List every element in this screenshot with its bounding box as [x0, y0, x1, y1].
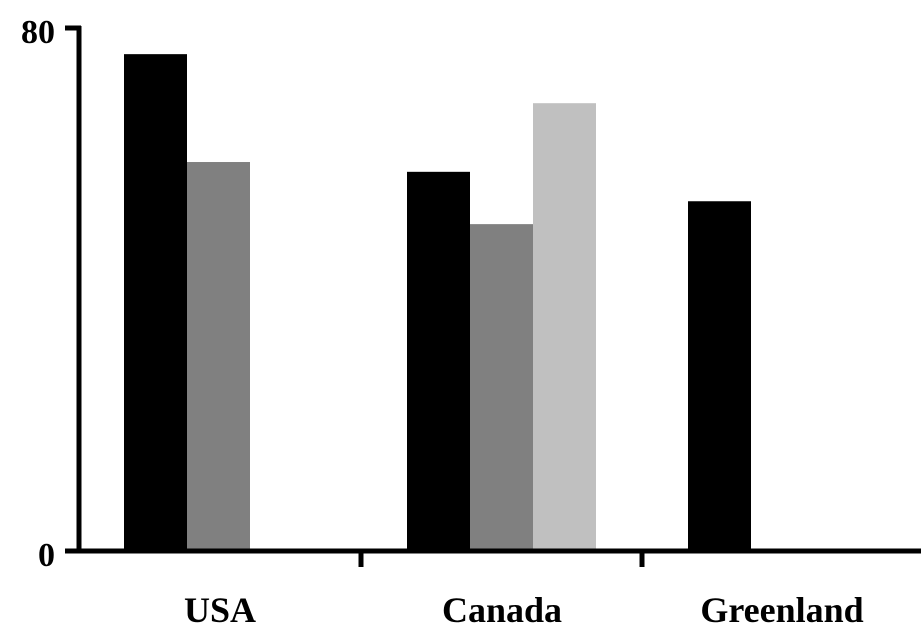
y-tick-label-bottom: 0	[38, 537, 55, 574]
x-tick-label-greenland: Greenland	[700, 590, 863, 630]
bar-canada-series-1	[407, 171, 470, 551]
y-tick-label-top: 80	[21, 14, 55, 51]
x-tick-label-canada: Canada	[442, 590, 562, 630]
bar-canada-series-3	[533, 103, 596, 552]
bar-usa-series-1	[124, 54, 187, 552]
bars-group	[124, 54, 751, 552]
x-tick-label-usa: USA	[184, 590, 256, 630]
bar-greenland-series-1	[688, 201, 751, 551]
bar-canada-series-2	[470, 224, 533, 551]
bar-usa-series-2	[187, 162, 250, 552]
